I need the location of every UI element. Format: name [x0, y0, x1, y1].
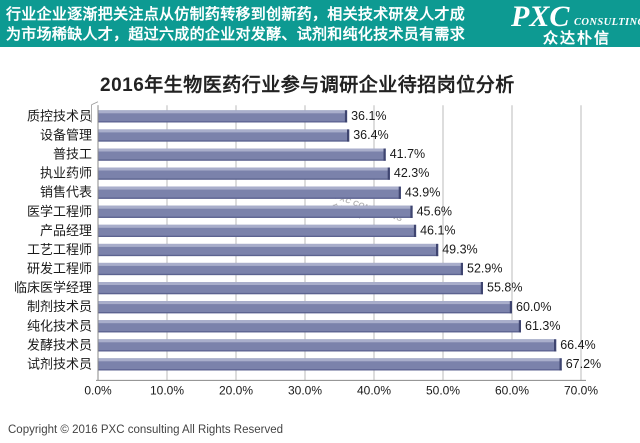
svg-text:55.8%: 55.8%: [487, 281, 522, 295]
svg-text:产品经理: 产品经理: [40, 223, 92, 238]
svg-text:40.0%: 40.0%: [357, 383, 391, 397]
svg-text:70.0%: 70.0%: [564, 383, 598, 397]
svg-text:61.3%: 61.3%: [525, 319, 560, 333]
svg-text:临床医学经理: 临床医学经理: [14, 280, 92, 295]
svg-text:46.1%: 46.1%: [420, 224, 455, 238]
svg-text:工艺工程师: 工艺工程师: [27, 242, 92, 257]
svg-text:10.0%: 10.0%: [150, 383, 184, 397]
svg-text:60.0%: 60.0%: [495, 383, 529, 397]
svg-text:45.6%: 45.6%: [417, 204, 452, 218]
svg-text:执业药师: 执业药师: [40, 166, 92, 181]
svg-text:30.0%: 30.0%: [288, 383, 322, 397]
svg-text:发酵技术员: 发酵技术员: [27, 337, 92, 352]
svg-text:36.4%: 36.4%: [353, 128, 388, 142]
svg-text:0.0%: 0.0%: [84, 383, 112, 397]
svg-text:67.2%: 67.2%: [566, 357, 601, 371]
svg-text:41.7%: 41.7%: [390, 147, 425, 161]
svg-text:试剂技术员: 试剂技术员: [27, 356, 92, 371]
svg-text:质控技术员: 质控技术员: [27, 108, 92, 123]
svg-text:研发工程师: 研发工程师: [27, 261, 92, 276]
svg-text:42.3%: 42.3%: [394, 166, 429, 180]
svg-text:普技工: 普技工: [53, 147, 92, 162]
svg-text:50.0%: 50.0%: [426, 383, 460, 397]
svg-text:49.3%: 49.3%: [442, 243, 477, 257]
svg-text:52.9%: 52.9%: [467, 262, 502, 276]
svg-text:制剂技术员: 制剂技术员: [27, 299, 92, 314]
svg-text:纯化技术员: 纯化技术员: [27, 318, 92, 333]
svg-text:医学工程师: 医学工程师: [27, 204, 92, 219]
svg-text:销售代表: 销售代表: [40, 185, 92, 200]
svg-text:60.0%: 60.0%: [516, 300, 551, 314]
svg-text:66.4%: 66.4%: [560, 338, 595, 352]
svg-text:20.0%: 20.0%: [219, 383, 253, 397]
svg-text:43.9%: 43.9%: [405, 185, 440, 199]
svg-text:36.1%: 36.1%: [351, 109, 386, 123]
svg-text:设备管理: 设备管理: [40, 128, 92, 143]
